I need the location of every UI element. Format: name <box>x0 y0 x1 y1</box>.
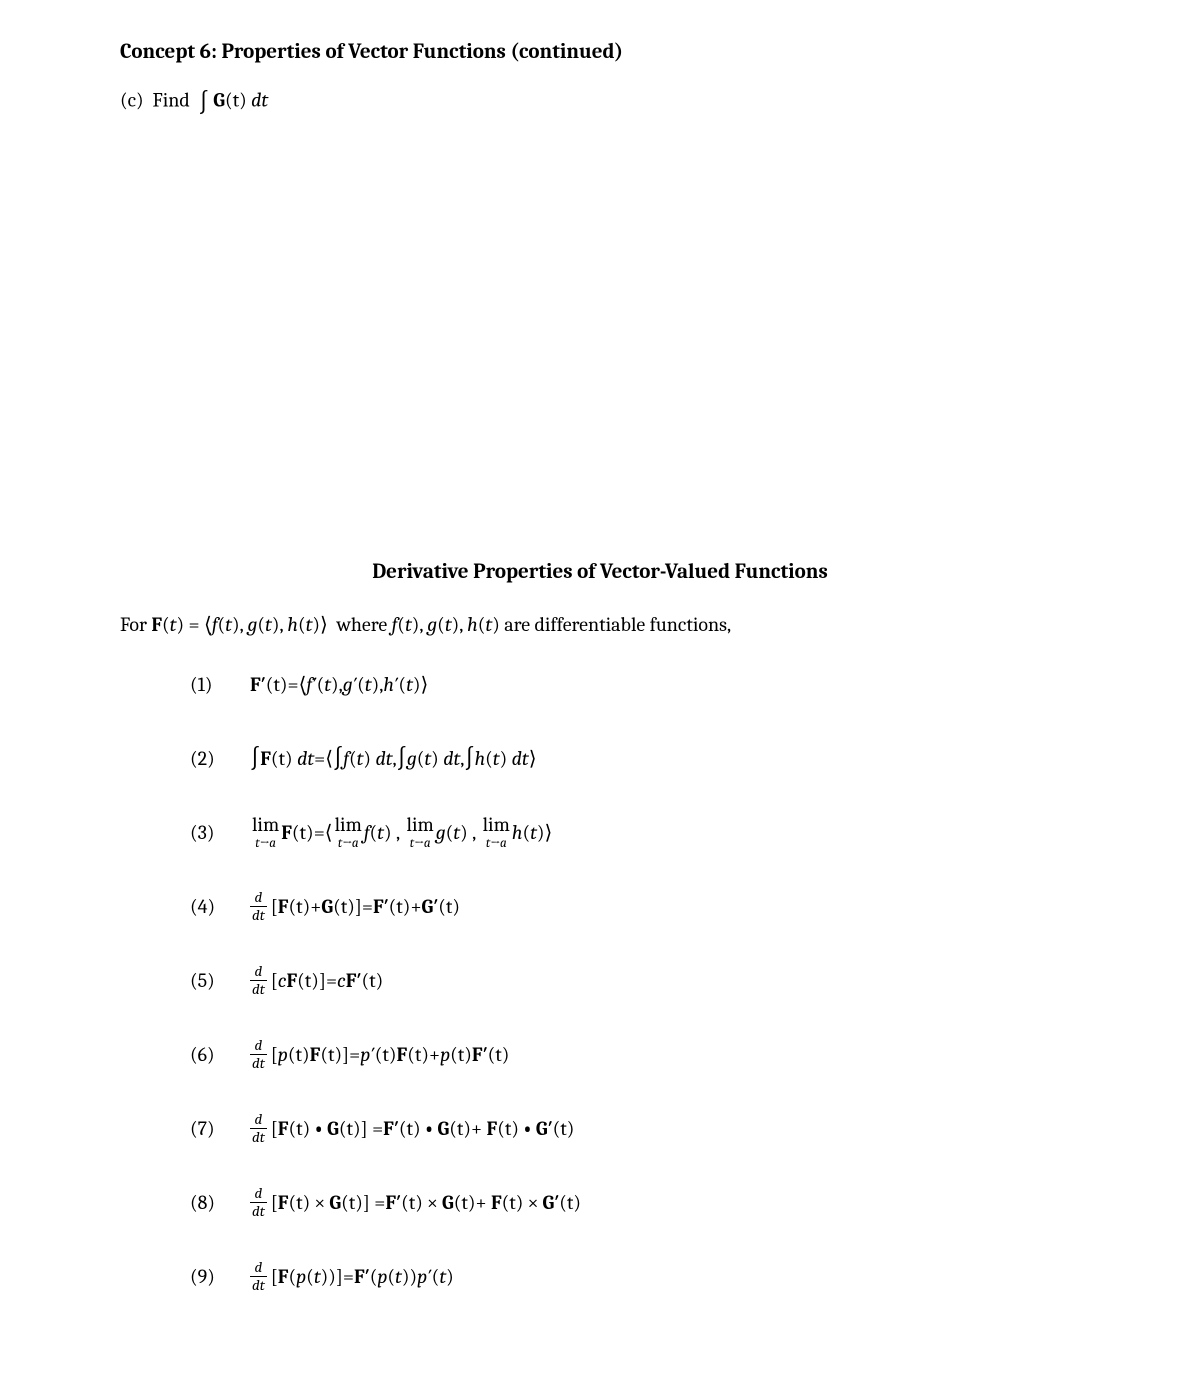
property-1: (1) F′(t) = ⟨f′(t), g′(t), h′(t)⟩ <box>190 664 1080 704</box>
workspace-blank <box>120 120 1080 560</box>
prop-body-5: ddt [cF(t)] = cF′(t) <box>250 964 383 997</box>
prop-body-2: ∫F(t) dt = ⟨∫f(t) dt, ∫g(t) dt, ∫h(t) dt… <box>250 744 537 772</box>
property-list: (1) F′(t) = ⟨f′(t), g′(t), h′(t)⟩ (2) ∫F… <box>190 664 1080 1296</box>
integral-symbol: ∫ <box>199 88 209 116</box>
prop-body-9: ddt [F(p(t))] = F′(p(t))p′(t) <box>250 1260 454 1293</box>
property-6: (6) ddt [p(t)F(t)] = p′(t)F(t) + p(t)F′(… <box>190 1034 1080 1074</box>
prop-num-6: (6) <box>190 1043 250 1066</box>
prop-num-5: (5) <box>190 969 250 992</box>
prop-body-4: ddt [F(t) + G(t)] = F′(t) + G′(t) <box>250 890 460 923</box>
prop-body-7: ddt [F(t)•G(t)] = F′(t)•G(t) + F(t)•G′(t… <box>250 1112 574 1145</box>
vector-F: F <box>151 613 162 636</box>
prop-num-7: (7) <box>190 1117 250 1140</box>
property-9: (9) ddt [F(p(t))] = F′(p(t))p′(t) <box>190 1256 1080 1296</box>
property-8: (8) ddt [F(t)×G(t)] = F′(t)×G(t) + F(t)×… <box>190 1182 1080 1222</box>
prop-num-8: (8) <box>190 1191 250 1214</box>
property-2: (2) ∫F(t) dt = ⟨∫f(t) dt, ∫g(t) dt, ∫h(t… <box>190 738 1080 778</box>
ddt-fraction: ddt <box>250 890 267 923</box>
prop-body-8: ddt [F(t)×G(t)] = F′(t)×G(t) + F(t)×G′(t… <box>250 1186 581 1219</box>
section-title: Derivative Properties of Vector-Valued F… <box>120 560 1080 584</box>
lim-block: lim t→a <box>252 815 279 850</box>
prop-body-1: F′(t) = ⟨f′(t), g′(t), h′(t)⟩ <box>250 672 428 696</box>
for-mid: where <box>337 613 388 636</box>
prop-body-3: lim t→a F(t) = ⟨limt→af(t) , limt→ag(t) … <box>250 815 552 850</box>
prop-body-6: ddt [p(t)F(t)] = p′(t)F(t) + p(t)F′(t) <box>250 1038 509 1071</box>
property-5: (5) ddt [cF(t)] = cF′(t) <box>190 960 1080 1000</box>
open-paren: (t) <box>225 89 247 112</box>
document-page: Concept 6: Properties of Vector Function… <box>0 0 1200 1390</box>
prop-num-1: (1) <box>190 673 250 696</box>
part-label: (c) <box>120 89 144 112</box>
part-c: (c) Find ∫ G(t) dt <box>120 88 1080 116</box>
dt: dt <box>251 89 268 112</box>
prop-num-4: (4) <box>190 895 250 918</box>
prop-num-3: (3) <box>190 821 250 844</box>
property-4: (4) ddt [F(t) + G(t)] = F′(t) + G′(t) <box>190 886 1080 926</box>
vector-G: G <box>213 89 225 112</box>
for-line: For F(t) = ⟨f(t), g(t), h(t)⟩ where f(t)… <box>120 612 1080 636</box>
prop-num-2: (2) <box>190 747 250 770</box>
prop-num-9: (9) <box>190 1265 250 1288</box>
for-suffix: are differentiable functions, <box>504 613 731 636</box>
property-7: (7) ddt [F(t)•G(t)] = F′(t)•G(t) + F(t)•… <box>190 1108 1080 1148</box>
concept-title: Concept 6: Properties of Vector Function… <box>120 40 1080 64</box>
property-3: (3) lim t→a F(t) = ⟨limt→af(t) , limt→ag… <box>190 812 1080 852</box>
part-text: Find <box>153 89 190 112</box>
for-prefix: For <box>120 613 147 636</box>
